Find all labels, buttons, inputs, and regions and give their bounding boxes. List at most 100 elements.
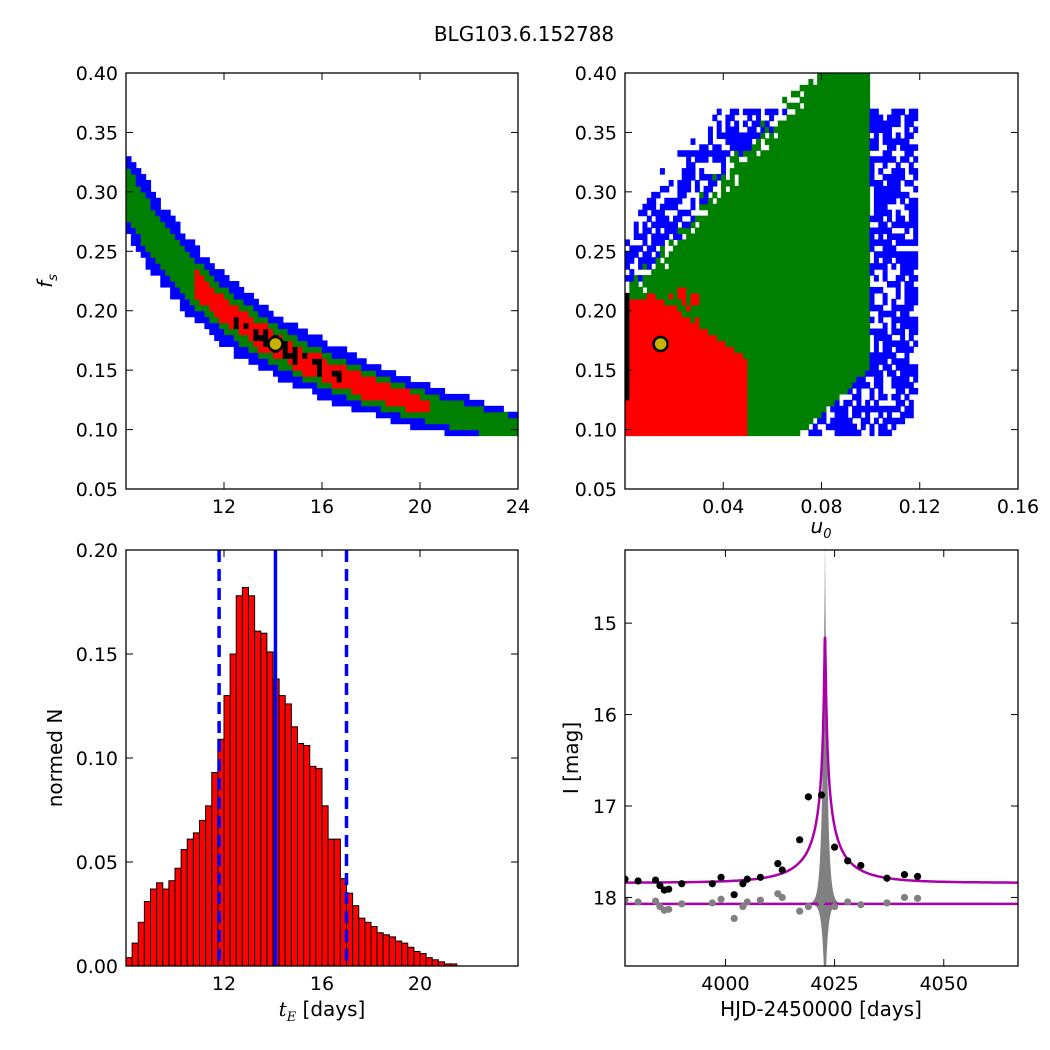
heatmap-cell [707, 298, 713, 306]
heatmap-cell [336, 358, 343, 365]
heatmap-cell [707, 334, 713, 342]
heatmap-cell [786, 168, 792, 175]
heatmap-cell [847, 233, 853, 240]
heatmap-cell [673, 221, 678, 229]
heatmap-cell [629, 298, 635, 306]
heatmap-cell [790, 269, 796, 276]
heatmap-cell [790, 168, 796, 175]
heatmap-cell [155, 233, 161, 240]
heatmap-cell [756, 298, 761, 306]
heatmap-cell [773, 376, 779, 383]
heatmap-cell [900, 191, 906, 199]
heatmap-cell [751, 411, 757, 419]
heatmap-cell [681, 239, 687, 246]
heatmap-cell [633, 286, 639, 294]
heatmap-cell [913, 239, 919, 246]
heatmap-cell [297, 370, 303, 377]
heatmap-cell [170, 263, 176, 270]
heatmap-cell [764, 138, 770, 145]
heatmap-cell [769, 269, 775, 276]
heatmap-cell [707, 233, 713, 240]
heatmap-cell [756, 168, 761, 175]
heatmap-cell [799, 209, 805, 217]
heatmap-cell [895, 304, 901, 312]
x-tick-label: 24 [506, 496, 530, 518]
heatmap-cell [673, 304, 678, 312]
median-and-interval-lines [217, 550, 349, 966]
heatmap-cell [633, 251, 639, 258]
heatmap-cell [238, 322, 245, 330]
heatmap-cell [707, 411, 713, 419]
heatmap-cell [214, 269, 220, 276]
heatmap-cell [199, 263, 205, 270]
heatmap-cell [429, 411, 436, 419]
heatmap-cell [777, 221, 783, 229]
x-tick-label: 0.16 [997, 496, 1039, 518]
heatmap-cell [742, 322, 748, 330]
heatmap-cell [847, 185, 853, 193]
heatmap-cell [659, 251, 665, 258]
heatmap-cell [707, 387, 713, 395]
heatmap-cell [852, 358, 858, 365]
heatmap-cell [904, 257, 910, 264]
heatmap-cell [282, 322, 289, 330]
heatmap-cell [699, 334, 705, 342]
histogram-bar [431, 959, 439, 967]
heatmap-cell [677, 292, 683, 300]
heatmap-cell [642, 340, 648, 347]
heatmap-cell [716, 393, 722, 401]
heatmap-cell [707, 269, 713, 276]
heatmap-cell [843, 322, 849, 330]
heatmap-cell [769, 405, 775, 413]
heatmap-cell [825, 352, 831, 359]
heatmap-cell [777, 275, 783, 282]
heatmap-cell [694, 316, 700, 324]
heatmap-cell [341, 382, 348, 389]
heatmap-cell [856, 138, 862, 145]
heatmap-cell [380, 399, 387, 407]
data-point [796, 836, 804, 844]
heatmap-cell [716, 423, 722, 431]
heatmap-cell [782, 334, 788, 342]
heatmap-cell [694, 399, 700, 407]
heatmap-cell [808, 78, 814, 86]
heatmap-cell [838, 429, 844, 437]
heatmap-cell [878, 227, 884, 235]
heatmap-cell [795, 126, 801, 134]
heatmap-cell [904, 120, 910, 128]
heatmap-cell [790, 429, 796, 437]
heatmap-cell [891, 370, 897, 377]
heatmap-cell [297, 382, 303, 389]
heatmap-cell [179, 245, 186, 252]
heatmap-cell [808, 310, 814, 318]
heatmap-cell [847, 102, 853, 110]
heatmap-cell [812, 316, 818, 324]
heatmap-cell [838, 405, 844, 413]
heatmap-cell [282, 346, 289, 353]
heatmap-cell [312, 346, 318, 353]
heatmap-cell [804, 114, 809, 122]
heatmap-cell [659, 203, 665, 211]
heatmap-cell [825, 328, 831, 336]
heatmap-cell [703, 376, 709, 383]
heatmap-cell [830, 90, 836, 98]
heatmap-cell [703, 221, 709, 229]
heatmap-cell [694, 310, 700, 318]
heatmap-cell [913, 286, 919, 294]
heatmap-cell [825, 358, 831, 365]
heatmap-cell [860, 304, 866, 312]
heatmap-cell [904, 269, 910, 276]
heatmap-cell [838, 156, 844, 163]
heatmap-cell [821, 298, 827, 306]
heatmap-cell [716, 239, 722, 246]
heatmap-cell [690, 328, 696, 336]
heatmap-cell [145, 203, 152, 211]
heatmap-cell [843, 364, 849, 371]
heatmap-cell [209, 263, 215, 270]
heatmap-cell [860, 286, 866, 294]
heatmap-cell [712, 215, 718, 223]
heatmap-cell [659, 269, 665, 276]
heatmap-cell [878, 239, 884, 246]
histogram-bar [186, 838, 194, 967]
heatmap-cell [838, 191, 844, 199]
